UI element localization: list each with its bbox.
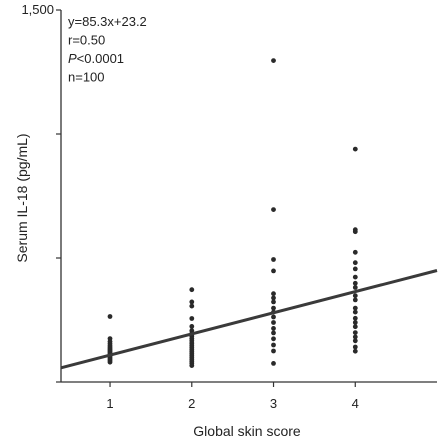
axes — [60, 10, 437, 383]
stat-text: y=85.3x+23.2 — [68, 14, 147, 29]
stat-italic-prefix: P — [68, 51, 77, 66]
data-point — [271, 305, 276, 311]
data-point — [107, 359, 113, 365]
data-point — [352, 344, 358, 350]
data-point — [352, 309, 358, 315]
data-point — [352, 146, 358, 152]
stat-annotation-line: y=85.3x+23.2 — [68, 14, 147, 29]
data-point — [271, 320, 276, 325]
data-point — [352, 305, 358, 311]
data-point — [352, 249, 358, 255]
data-point — [271, 295, 276, 301]
data-point — [271, 291, 276, 297]
data-point — [107, 314, 113, 319]
x-tick-label: 1 — [106, 396, 113, 411]
data-point — [352, 274, 358, 280]
data-point — [352, 293, 358, 299]
regression-line — [60, 269, 438, 370]
stat-annotation-line: n=100 — [68, 70, 105, 85]
data-point — [352, 338, 358, 344]
data-point — [352, 348, 358, 354]
y-axis-title: Serum IL-18 (pg/mL) — [14, 133, 30, 262]
stat-text: n=100 — [68, 70, 105, 85]
data-point — [352, 229, 358, 235]
tick-marks — [56, 9, 356, 387]
stats-annotation: y=85.3x+23.2 r=0.50 P<0.0001 n=100 — [68, 14, 147, 85]
stat-annotation-line: P<0.0001 — [68, 51, 124, 66]
data-point — [271, 207, 276, 213]
data-point — [271, 314, 276, 320]
data-point — [352, 315, 358, 321]
stat-annotation-line: r=0.50 — [68, 33, 105, 48]
stat-text: r=0.50 — [68, 33, 105, 48]
tick-labels: 1 2 3 4 1,500 — [21, 2, 358, 411]
data-point — [352, 280, 358, 286]
data-point — [352, 285, 358, 290]
regression-line-group — [60, 269, 438, 370]
data-point — [271, 336, 276, 342]
data-point — [352, 330, 358, 335]
data-point — [271, 348, 276, 354]
x-tick-label: 3 — [270, 396, 277, 411]
data-point — [189, 324, 195, 329]
data-point — [352, 324, 358, 330]
data-point — [271, 268, 276, 274]
data-point — [271, 330, 276, 336]
y-tick-label: 1,500 — [21, 2, 54, 17]
data-point — [271, 342, 276, 348]
x-tick-label: 2 — [188, 396, 195, 411]
data-point — [189, 316, 195, 321]
data-point — [352, 297, 358, 303]
data-point — [271, 257, 276, 262]
data-point — [189, 303, 195, 309]
data-point — [352, 266, 358, 272]
x-tick-label: 4 — [352, 396, 359, 411]
data-point — [352, 260, 358, 266]
x-axis-title: Global skin score — [193, 423, 301, 439]
data-point — [271, 326, 276, 331]
data-points — [107, 58, 358, 368]
stat-text: <0.0001 — [77, 51, 124, 66]
data-point — [352, 334, 358, 340]
data-point — [271, 361, 276, 366]
data-point — [189, 299, 195, 305]
data-point — [189, 363, 195, 368]
data-point — [189, 287, 195, 293]
data-point — [271, 58, 276, 63]
data-point — [271, 299, 276, 305]
data-point — [352, 320, 358, 325]
